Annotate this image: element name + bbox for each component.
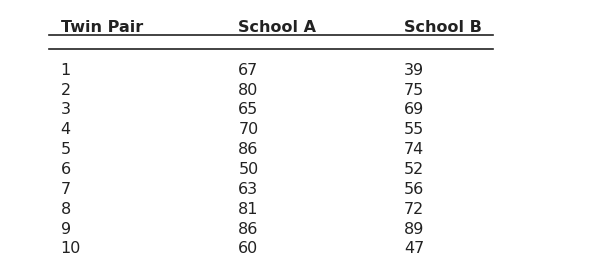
Text: 69: 69 (404, 102, 424, 117)
Text: 50: 50 (238, 162, 259, 177)
Text: 56: 56 (404, 182, 424, 197)
Text: 6: 6 (61, 162, 71, 177)
Text: School A: School A (238, 20, 317, 35)
Text: 86: 86 (238, 222, 259, 236)
Text: 55: 55 (404, 122, 424, 137)
Text: 4: 4 (61, 122, 71, 137)
Text: 39: 39 (404, 63, 424, 78)
Text: 80: 80 (238, 82, 259, 98)
Text: 5: 5 (61, 142, 71, 157)
Text: 60: 60 (238, 241, 259, 257)
Text: 3: 3 (61, 102, 71, 117)
Text: 63: 63 (238, 182, 258, 197)
Text: 67: 67 (238, 63, 259, 78)
Text: 65: 65 (238, 102, 259, 117)
Text: 70: 70 (238, 122, 259, 137)
Text: 52: 52 (404, 162, 424, 177)
Text: 47: 47 (404, 241, 424, 257)
Text: School B: School B (404, 20, 482, 35)
Text: 81: 81 (238, 202, 259, 217)
Text: 1: 1 (61, 63, 71, 78)
Text: 86: 86 (238, 142, 259, 157)
Text: 75: 75 (404, 82, 424, 98)
Text: 74: 74 (404, 142, 424, 157)
Text: 72: 72 (404, 202, 424, 217)
Text: 7: 7 (61, 182, 71, 197)
Text: 10: 10 (61, 241, 81, 257)
Text: 8: 8 (61, 202, 71, 217)
Text: Twin Pair: Twin Pair (61, 20, 143, 35)
Text: 2: 2 (61, 82, 71, 98)
Text: 89: 89 (404, 222, 424, 236)
Text: 9: 9 (61, 222, 71, 236)
